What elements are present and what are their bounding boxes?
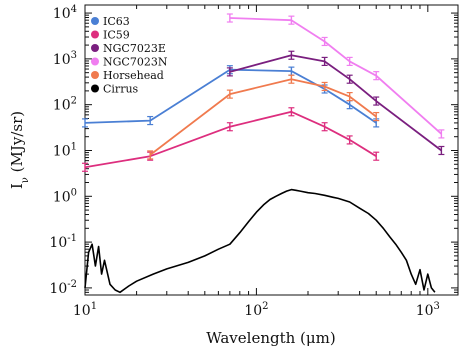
x-tick-label: 103 xyxy=(416,301,440,319)
y-tick-label: 103 xyxy=(53,50,77,68)
legend-marker-ngc7023n xyxy=(91,57,99,66)
legend-label-ngc7023e: NGC7023E xyxy=(103,42,166,55)
legend-marker-ic63 xyxy=(91,17,99,25)
x-tick-label: 102 xyxy=(244,301,268,319)
series-line-ngc7023n xyxy=(229,17,442,135)
y-tick-label: 10-2 xyxy=(49,279,77,297)
y-tick-label: 10-1 xyxy=(49,233,77,251)
legend-label-ngc7023n: NGC7023N xyxy=(103,56,168,69)
series-line-ic59 xyxy=(84,110,377,169)
series-layer xyxy=(82,13,445,294)
y-tick-label: 101 xyxy=(53,141,77,159)
x-axis-label: Wavelength (μm) xyxy=(206,329,335,347)
legend-marker-ngc7023e xyxy=(91,44,99,52)
series-line-horsehead xyxy=(149,78,377,156)
series-line-cirrus xyxy=(84,188,436,294)
ticks-layer: 101 102 103 10-2 10-1 100 101 102 103 104 xyxy=(49,4,458,319)
y-tick-label: 102 xyxy=(53,96,77,114)
legend-label-ic63: IC63 xyxy=(103,15,130,28)
legend-marker-cirrus xyxy=(91,84,99,93)
y-axis-label: Iν (MJy/sr) xyxy=(8,111,31,189)
y-tick-label: 104 xyxy=(53,4,77,22)
legend-label-cirrus: Cirrus xyxy=(103,83,139,96)
series-line-ngc7023e xyxy=(229,54,442,152)
legend-label-ic59: IC59 xyxy=(103,29,130,42)
legend-label-horsehead: Horsehead xyxy=(103,69,164,82)
legend-marker-ic59 xyxy=(91,30,99,39)
legend-marker-horsehead xyxy=(91,71,99,79)
x-tick-label: 101 xyxy=(73,301,97,319)
y-tick-label: 100 xyxy=(53,187,77,205)
